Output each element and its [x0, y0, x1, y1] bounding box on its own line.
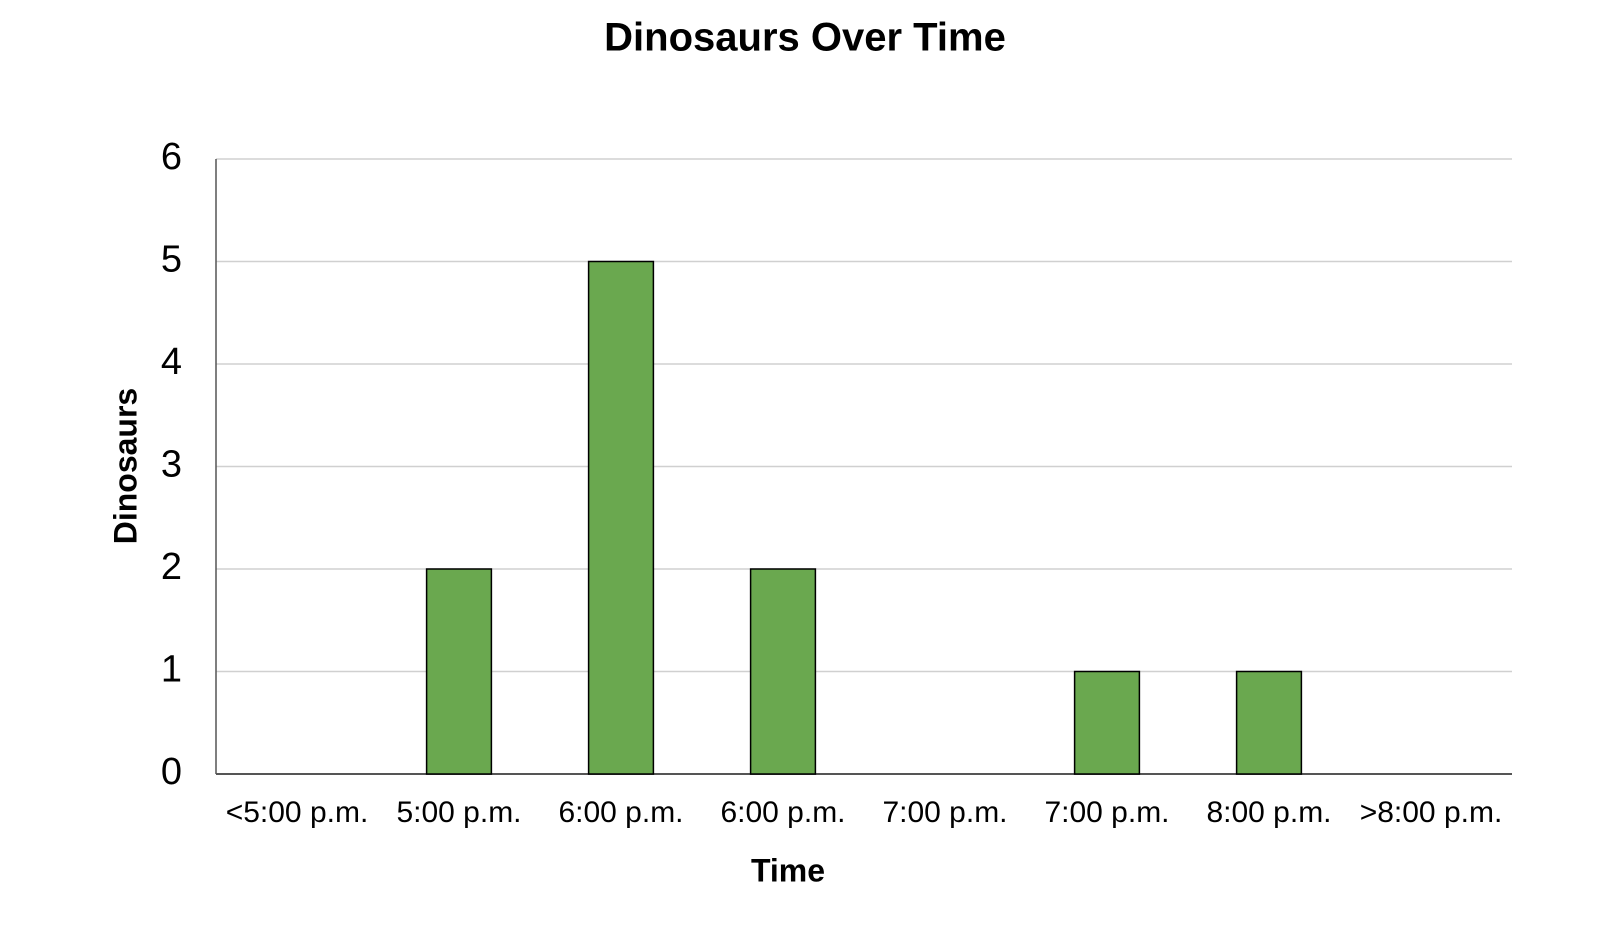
y-tick-label: 2 [161, 546, 182, 588]
y-tick-label: 6 [161, 136, 182, 178]
y-tick-label: 3 [161, 444, 182, 486]
y-axis-label: Dinosaurs [107, 388, 143, 544]
x-axis-label: Time [751, 852, 825, 888]
y-tick-label: 1 [161, 649, 182, 691]
x-tick-label: >8:00 p.m. [1360, 796, 1503, 829]
y-tick-label: 5 [161, 239, 182, 281]
y-tick-label: 0 [161, 751, 182, 793]
chart-title: Dinosaurs Over Time [604, 16, 1006, 60]
x-tick-label: 7:00 p.m. [882, 796, 1007, 829]
x-tick-label: 5:00 p.m. [396, 796, 521, 829]
x-tick-label: 7:00 p.m. [1044, 796, 1169, 829]
x-tick-label: 6:00 p.m. [720, 796, 845, 829]
y-tick-label: 4 [161, 341, 182, 383]
bar [425, 568, 493, 775]
bar [587, 260, 655, 775]
x-tick-label: 8:00 p.m. [1206, 796, 1331, 829]
bar [1073, 670, 1141, 775]
x-tick-label: <5:00 p.m. [226, 796, 369, 829]
x-tick-label: 6:00 p.m. [558, 796, 683, 829]
bar [749, 568, 817, 775]
bar [1235, 670, 1303, 775]
